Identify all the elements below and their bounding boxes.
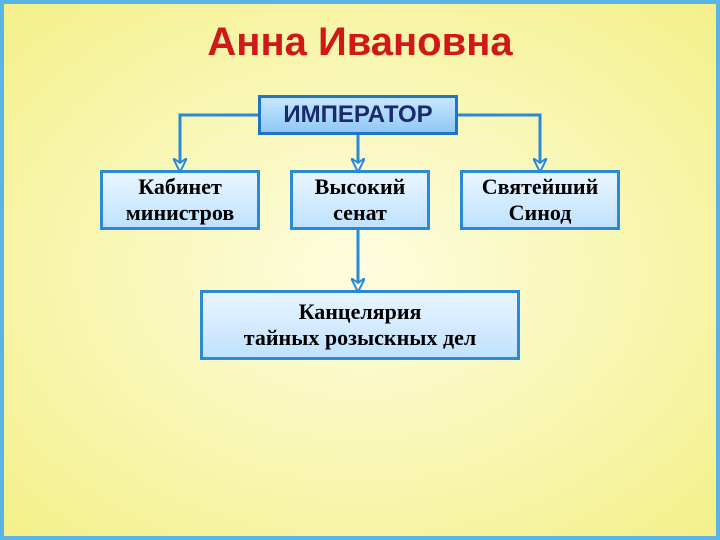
slide-background xyxy=(4,4,716,536)
box-synod: Святейший Синод xyxy=(460,170,620,230)
box-synod-label: Святейший Синод xyxy=(482,174,599,227)
box-cabinet: Кабинет министров xyxy=(100,170,260,230)
slide-title: Анна Ивановна xyxy=(0,20,720,65)
box-emperor-label: ИМПЕРАТОР xyxy=(283,101,432,130)
box-chancellery-label: Канцелярия тайных розыскных дел xyxy=(244,299,476,352)
box-senate-label: Высокий сенат xyxy=(315,174,406,227)
box-cabinet-label: Кабинет министров xyxy=(126,174,234,227)
box-senate: Высокий сенат xyxy=(290,170,430,230)
box-chancellery: Канцелярия тайных розыскных дел xyxy=(200,290,520,360)
box-emperor: ИМПЕРАТОР xyxy=(258,95,458,135)
